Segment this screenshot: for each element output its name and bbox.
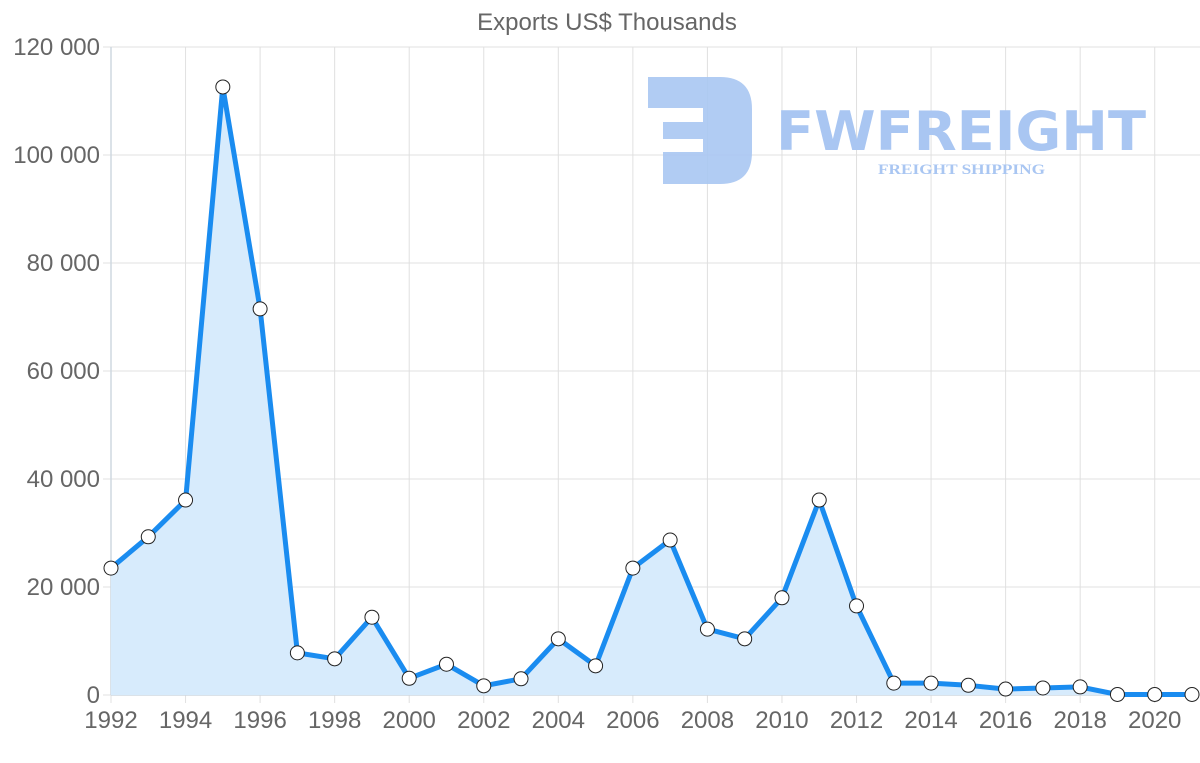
x-tick-label: 1994 — [159, 707, 212, 734]
data-point[interactable] — [550, 631, 566, 647]
x-tick-label: 2016 — [979, 707, 1032, 734]
data-point[interactable] — [215, 79, 231, 95]
data-points — [103, 79, 1200, 702]
y-tick-label: 120 000 — [13, 34, 100, 61]
data-point[interactable] — [923, 675, 939, 691]
x-tick-label: 1996 — [233, 707, 286, 734]
data-point[interactable] — [1109, 686, 1125, 702]
x-tick-label: 2012 — [830, 707, 883, 734]
y-tick-label: 40 000 — [27, 466, 100, 493]
x-tick-label: 2004 — [532, 707, 585, 734]
x-tick-label: 2010 — [755, 707, 808, 734]
data-point[interactable] — [513, 671, 529, 687]
x-axis: 1992 1994 1996 1998 2000 2002 2004 2006 2008 2010… — [84, 707, 1181, 734]
watermark-brand: FWFREIGHT — [776, 100, 1146, 163]
data-point[interactable] — [178, 492, 194, 508]
x-tick-label: 1992 — [84, 707, 137, 734]
x-tick-label: 2006 — [606, 707, 659, 734]
data-point[interactable] — [588, 658, 604, 674]
data-point[interactable] — [289, 645, 305, 661]
x-tick-label: 2002 — [457, 707, 510, 734]
y-tick-label: 60 000 — [27, 358, 100, 385]
data-point[interactable] — [252, 301, 268, 317]
x-tick-label: 1998 — [308, 707, 361, 734]
area-fill — [111, 87, 1192, 695]
data-point[interactable] — [625, 560, 641, 576]
watermark-logo: FWFREIGHT FREIGHT SHIPPING — [648, 77, 1146, 184]
x-tick-label: 2000 — [383, 707, 436, 734]
chart-title: Exports US$ Thousands — [477, 9, 737, 36]
brand-logo-icon — [648, 77, 752, 184]
x-tick-label: 2014 — [904, 707, 957, 734]
x-tick-label: 2008 — [681, 707, 734, 734]
data-point[interactable] — [103, 560, 119, 576]
data-point[interactable] — [327, 651, 343, 667]
data-point[interactable] — [699, 621, 715, 637]
data-point[interactable] — [998, 681, 1014, 697]
data-point[interactable] — [737, 631, 753, 647]
x-tick-label: 2018 — [1053, 707, 1106, 734]
data-point[interactable] — [1035, 680, 1051, 696]
data-point[interactable] — [401, 670, 417, 686]
data-point[interactable] — [364, 609, 380, 625]
y-tick-label: 100 000 — [13, 142, 100, 169]
data-point[interactable] — [811, 492, 827, 508]
data-point[interactable] — [1184, 686, 1200, 702]
data-point[interactable] — [960, 677, 976, 693]
data-point[interactable] — [662, 532, 678, 548]
watermark-tagline: FREIGHT SHIPPING — [878, 162, 1045, 178]
data-point[interactable] — [886, 675, 902, 691]
data-point[interactable] — [1147, 686, 1163, 702]
x-tick-label: 2020 — [1128, 707, 1181, 734]
data-point[interactable] — [476, 678, 492, 694]
data-point[interactable] — [438, 656, 454, 672]
data-point[interactable] — [140, 529, 156, 545]
data-point[interactable] — [774, 590, 790, 606]
y-tick-label: 80 000 — [27, 250, 100, 277]
y-axis: 0 20 000 40 000 60 000 80 000 100 000 120 000 — [13, 34, 100, 709]
y-tick-label: 0 — [87, 682, 100, 709]
data-point[interactable] — [1072, 679, 1088, 695]
y-tick-label: 20 000 — [27, 574, 100, 601]
data-point[interactable] — [849, 598, 865, 614]
